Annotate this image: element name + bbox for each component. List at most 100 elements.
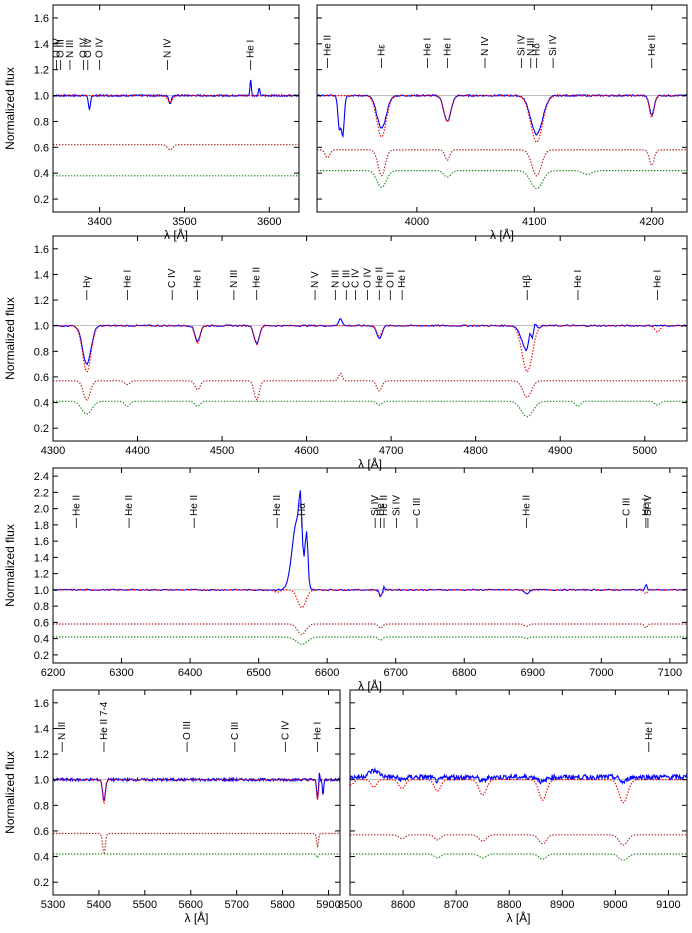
- x-axis-label: λ [Å]: [358, 678, 382, 693]
- x-tick-label: 4700: [379, 445, 403, 457]
- line-id-label: He II: [252, 267, 263, 288]
- series-component-1: [53, 144, 299, 151]
- y-tick-label: 1.6: [34, 698, 49, 710]
- line-id-label: He II: [522, 495, 533, 516]
- series-model: [317, 94, 687, 143]
- line-id-label: O IV: [51, 38, 62, 58]
- x-tick-label: 5400: [87, 899, 111, 911]
- y-tick-label: 1.6: [34, 244, 49, 256]
- line-id-label: He I: [573, 270, 584, 288]
- x-tick-label: 4000: [405, 216, 429, 228]
- line-id-label: Si IV: [370, 495, 381, 516]
- x-tick-label: 8500: [338, 899, 362, 911]
- series-observed: [350, 766, 687, 785]
- y-tick-label: 0.2: [34, 650, 49, 662]
- line-id-label: He I: [422, 38, 433, 56]
- x-axis-label: λ [Å]: [490, 227, 514, 242]
- series-observed: [53, 79, 299, 111]
- x-axis-label: λ [Å]: [506, 910, 530, 925]
- line-id-label: C IV: [280, 720, 291, 740]
- x-tick-label: 4600: [294, 445, 318, 457]
- x-tick-label: 4900: [548, 445, 572, 457]
- series-observed: [53, 772, 340, 802]
- x-tick-label: 8900: [550, 899, 574, 911]
- line-id-label: N V: [310, 271, 321, 288]
- y-tick-label: 0.6: [34, 142, 49, 154]
- line-id-label: N III: [229, 270, 240, 288]
- panel-p4: 6200 6300 6400 6500 6600 6700 6800 6900 7000 7100…: [3, 467, 688, 693]
- series-component-2: [53, 853, 340, 859]
- line-id-label: He I: [246, 40, 257, 58]
- y-tick-label: 0.8: [34, 601, 49, 613]
- line-id-label: O III: [56, 39, 67, 58]
- series-group: [350, 766, 687, 862]
- line-id-label: He I: [442, 38, 453, 56]
- y-axis-label: Normalized flux: [3, 524, 17, 607]
- line-id-label: He I: [641, 498, 652, 516]
- line-id-label: He II: [71, 495, 82, 516]
- x-tick-label: 6400: [178, 667, 202, 679]
- y-tick-label: 0.2: [34, 423, 49, 435]
- y-tick-label: 1.0: [34, 585, 49, 597]
- line-id-label: C III: [412, 498, 423, 516]
- series-model: [53, 589, 687, 609]
- x-tick-label: 6200: [41, 667, 65, 679]
- y-tick-label: 0.4: [34, 168, 49, 180]
- x-tick-label: 6300: [109, 667, 133, 679]
- axes-frame: [52, 4, 300, 213]
- line-id-label: O II: [385, 272, 396, 288]
- x-tick-label: 4800: [463, 445, 487, 457]
- line-id-label: C IV: [351, 268, 362, 288]
- line-id-label: He I: [193, 270, 204, 288]
- line-id-label: He II: [272, 495, 283, 516]
- x-tick-label: 4200: [640, 216, 664, 228]
- y-tick-label: 2.0: [34, 504, 49, 516]
- x-tick-label: 5700: [224, 899, 248, 911]
- axes-frame: [52, 467, 688, 664]
- series-group: [53, 772, 340, 859]
- x-tick-label: 4100: [522, 216, 546, 228]
- x-tick-label: 9100: [656, 899, 680, 911]
- line-id-label: He II: [189, 495, 200, 516]
- y-axis-label: Normalized flux: [3, 297, 17, 380]
- line-id-label: He II: [647, 35, 658, 56]
- y-tick-label: 0.6: [34, 826, 49, 838]
- line-id-label: He II: [124, 495, 135, 516]
- line-id-label: Hδ: [532, 43, 543, 56]
- x-axis-label: λ [Å]: [358, 456, 382, 471]
- y-tick-label: 0.2: [34, 194, 49, 206]
- line-id-label: He I: [644, 722, 655, 740]
- y-tick-label: 1.4: [34, 723, 49, 735]
- y-tick-label: 1.6: [34, 13, 49, 25]
- series-component-1: [317, 149, 687, 177]
- line-id-label: C III: [622, 498, 633, 516]
- series-component-2: [53, 400, 687, 418]
- y-tick-label: 1.4: [34, 269, 49, 281]
- line-id-label: C IV: [167, 268, 178, 288]
- line-id-label: He II: [379, 495, 390, 516]
- series-component-1: [53, 623, 687, 636]
- line-id-label: Si IV: [548, 35, 559, 56]
- x-tick-label: 5300: [41, 899, 65, 911]
- y-tick-label: 0.4: [34, 852, 49, 864]
- y-tick-label: 0.8: [34, 800, 49, 812]
- y-tick-label: 0.8: [34, 346, 49, 358]
- x-tick-label: 6800: [452, 667, 476, 679]
- x-tick-label: 5000: [632, 445, 656, 457]
- line-id-label: C III: [230, 722, 241, 740]
- y-tick-label: 0.6: [34, 372, 49, 384]
- line-id-label: Hβ: [522, 275, 533, 288]
- series-component-1: [53, 832, 340, 855]
- y-tick-label: 1.2: [34, 749, 49, 761]
- line-id-label: He I: [397, 270, 408, 288]
- line-id-label: N III: [526, 38, 537, 56]
- line-id-label: O III: [182, 721, 193, 740]
- line-id-label: He II: [323, 35, 334, 56]
- x-tick-label: 9000: [603, 899, 627, 911]
- line-id-label: O IV: [95, 38, 106, 58]
- line-id-label: N III: [330, 270, 341, 288]
- x-tick-label: 6600: [315, 667, 339, 679]
- series-group: [53, 79, 299, 177]
- y-tick-label: 1.4: [34, 552, 49, 564]
- x-tick-label: 3500: [172, 216, 196, 228]
